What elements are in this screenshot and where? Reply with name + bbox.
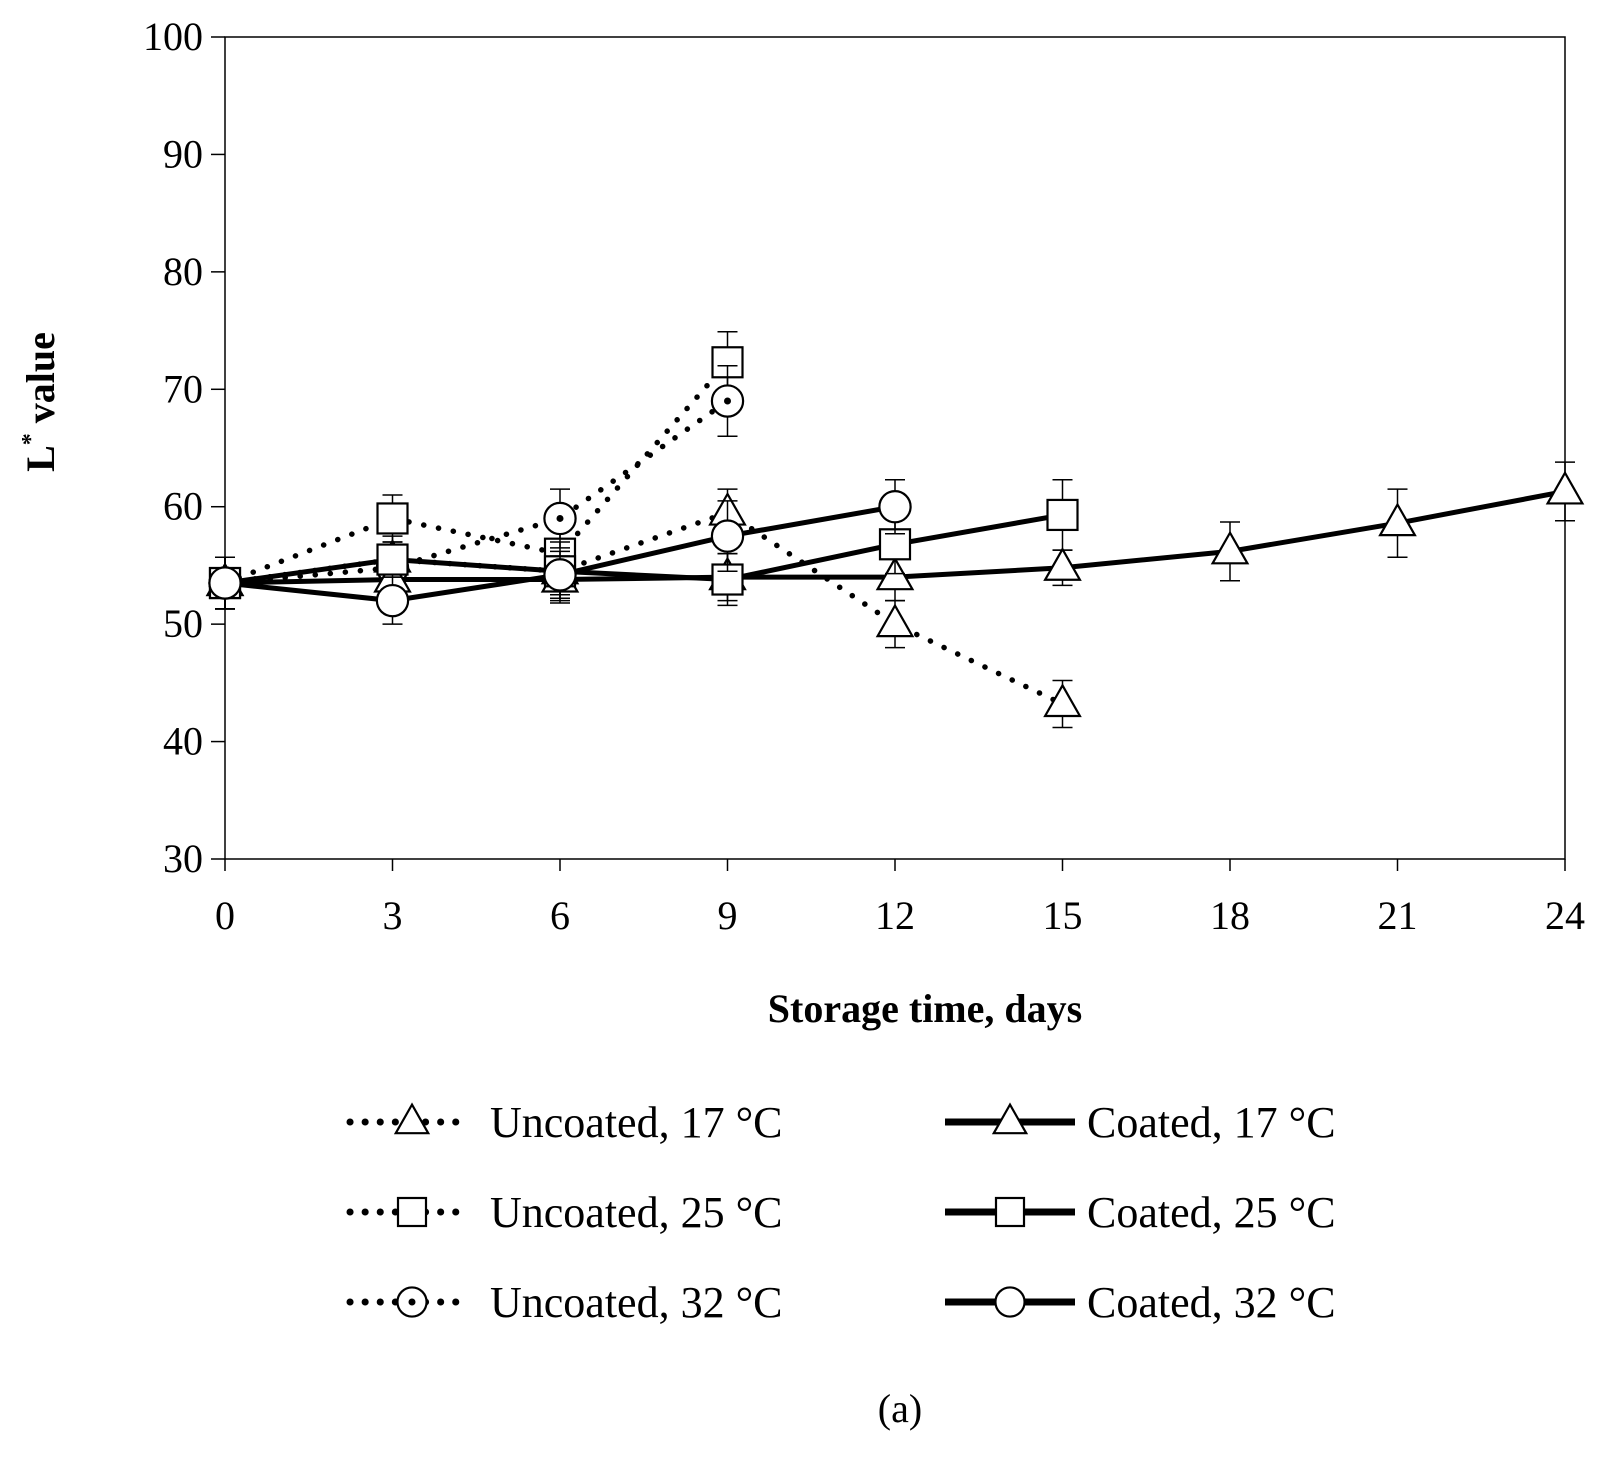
legend-marker: [393, 1102, 431, 1135]
data-point: [543, 558, 577, 592]
legend-marker: [396, 1286, 428, 1318]
axes: 30 40 50 60 70 80 90 100 0 3 6 9 12 15 18 21 24: [143, 14, 1585, 938]
x-tick-label: 6: [550, 893, 570, 938]
y-tick-label: 80: [163, 249, 203, 294]
legend-item-4: Coated, 25 °C: [945, 1188, 1336, 1237]
series-line: [224, 512, 1063, 586]
y-tick-label: 60: [163, 484, 203, 529]
x-tick-label: 12: [875, 893, 915, 938]
y-axis-title-superscript: *: [18, 433, 44, 445]
x-tick-label: 24: [1545, 893, 1585, 938]
series-line: [222, 509, 1066, 707]
x-tick-label: 3: [383, 893, 403, 938]
legend-item-5: Coated, 32 °C: [945, 1278, 1336, 1327]
legend-label: Coated, 17 °C: [1087, 1098, 1336, 1147]
data-point: [1046, 498, 1079, 532]
legend-item-0: Uncoated, 17 °C: [346, 1098, 783, 1147]
y-tick-label: 40: [163, 719, 203, 764]
data-point: [376, 502, 409, 535]
x-tick-label: 15: [1043, 893, 1083, 938]
legend-item-1: Uncoated, 25 °C: [346, 1188, 783, 1237]
data-point: [1210, 530, 1250, 565]
x-tick-label: 21: [1378, 893, 1418, 938]
data-point: [1545, 470, 1585, 505]
legend-item-2: Uncoated, 32 °C: [346, 1278, 783, 1327]
legend-marker: [994, 1196, 1026, 1228]
y-axis-title-suffix: value: [18, 332, 63, 423]
y-tick-label: 100: [143, 14, 203, 59]
x-tick-label: 0: [215, 893, 235, 938]
data-point: [711, 563, 744, 596]
series-layer: [205, 330, 1585, 729]
series-0: [205, 488, 1082, 729]
data-point: [1043, 546, 1082, 581]
y-tick-label: 30: [163, 836, 203, 881]
axis-labels: Storage time, days L* value: [18, 332, 1082, 1031]
data-point: [710, 384, 745, 418]
legend-marker: [994, 1286, 1026, 1318]
data-point: [376, 543, 409, 576]
y-tick-label: 50: [163, 601, 203, 646]
x-axis-title: Storage time, days: [768, 986, 1082, 1031]
legend: Uncoated, 17 °C Uncoated, 25 °C Uncoated, …: [346, 1098, 1336, 1327]
legend-label: Coated, 32 °C: [1087, 1278, 1336, 1327]
series-line: [222, 359, 731, 586]
figure-caption: (a): [878, 1386, 922, 1431]
data-point: [1378, 502, 1417, 537]
data-point: [710, 519, 745, 553]
series-5: [208, 478, 912, 625]
plot-area: [224, 36, 1566, 860]
data-point: [1043, 683, 1082, 718]
data-point: [208, 566, 242, 600]
legend-marker: [396, 1196, 428, 1228]
plot-border: [224, 36, 1566, 860]
x-tick-label: 18: [1210, 893, 1250, 938]
data-point: [543, 501, 577, 536]
legend-label: Uncoated, 25 °C: [490, 1188, 783, 1237]
x-tick-label: 9: [718, 893, 738, 938]
legend-item-3: Coated, 17 °C: [945, 1098, 1336, 1147]
y-tick-label: 70: [163, 366, 203, 411]
data-point: [878, 490, 912, 524]
series-4: [208, 478, 1079, 610]
y-axis-title-main: L: [18, 445, 63, 472]
legend-label: Uncoated, 32 °C: [490, 1278, 783, 1327]
legend-label: Uncoated, 17 °C: [490, 1098, 783, 1147]
data-point: [875, 603, 915, 638]
legend-marker: [991, 1102, 1029, 1135]
y-tick-label: 90: [163, 131, 203, 176]
series-line: [222, 398, 731, 586]
legend-label: Coated, 25 °C: [1087, 1188, 1336, 1237]
y-axis-title: L* value: [18, 332, 63, 472]
data-point: [375, 583, 410, 618]
